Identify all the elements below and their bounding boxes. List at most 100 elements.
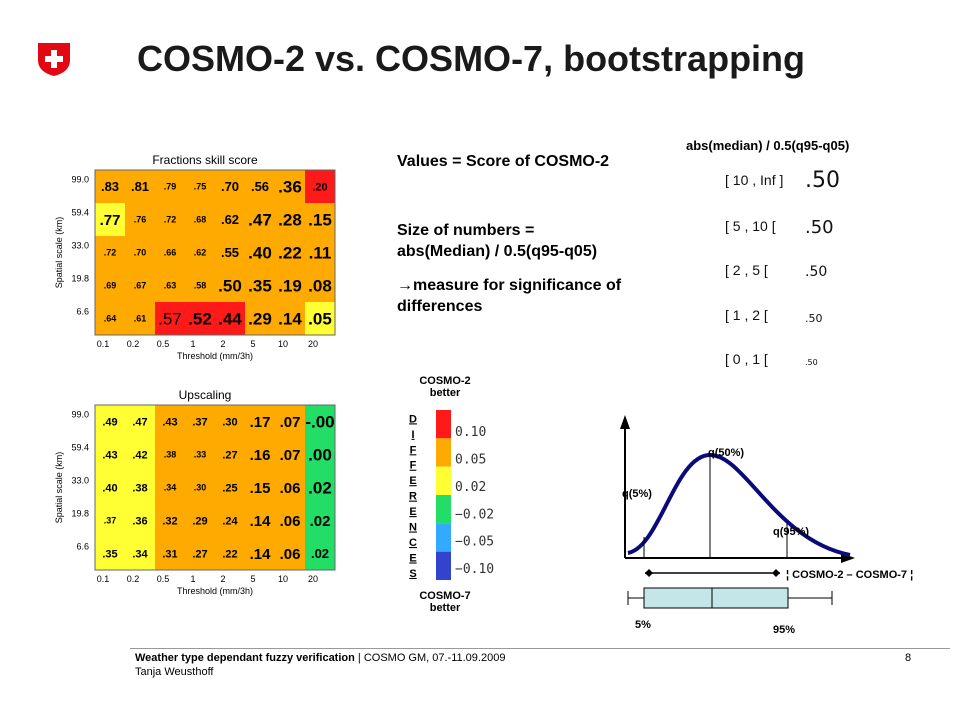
- heatmap-cell: [275, 405, 305, 438]
- heatmap-cell: [155, 405, 185, 438]
- range-1-2: [ 1 , 2 [: [725, 307, 768, 323]
- colorbar-bottom-label: COSMO-7 better: [400, 590, 490, 614]
- cell-value: .14: [250, 513, 272, 530]
- x-tick-label: 0.1: [97, 574, 110, 584]
- cell-value: .20: [312, 181, 327, 193]
- cell-value: .62: [194, 248, 207, 258]
- size-description: Size of numbers = abs(Median) / 0.5(q95-…: [397, 220, 657, 262]
- cell-value: .19: [278, 276, 302, 295]
- heatmap-cell: [185, 471, 215, 504]
- y-axis-label: Spatial scale (km): [54, 452, 64, 524]
- vertical-letter: F: [410, 444, 417, 456]
- vertical-letter: D: [409, 413, 417, 425]
- y-tick-label: 59.4: [71, 443, 89, 453]
- scale-legend-title: abs(median) / 0.5(q95-q05): [686, 138, 850, 153]
- cell-value: .37: [104, 516, 117, 526]
- chart-title: Upscaling: [179, 388, 232, 402]
- size-line-1: Size of numbers =: [397, 222, 535, 239]
- x-tick-label: 10: [278, 339, 288, 349]
- heatmap-cell: [245, 438, 275, 471]
- vertical-letter: E: [409, 552, 416, 564]
- heatmap-cell: [125, 504, 155, 537]
- vertical-letter: C: [409, 537, 417, 549]
- cell-value: .24: [222, 515, 238, 527]
- vertical-letter: I: [411, 429, 414, 441]
- heatmap-cell: [275, 537, 305, 570]
- cell-value: .63: [164, 281, 177, 291]
- fss-heatmap-chart: Fractions skill score .83 .81 .79 .75 .70 .56.…: [54, 153, 336, 361]
- heatmap-cell: [215, 269, 245, 302]
- cell-value: .07: [280, 447, 301, 464]
- heatmap-cell: [305, 269, 335, 302]
- heatmap-cell: [95, 236, 125, 269]
- q50-label: q(50%): [708, 447, 744, 459]
- cell-value: .08: [308, 276, 332, 295]
- cell-value: .29: [192, 515, 207, 527]
- x-tick-label: 1: [190, 339, 195, 349]
- x-axis-label: Threshold (mm/3h): [177, 586, 253, 596]
- heatmap-cell: [95, 203, 125, 236]
- heatmap-cell: [185, 170, 215, 203]
- heatmap-cell: [215, 236, 245, 269]
- heatmap-cell: [305, 236, 335, 269]
- colorbar-tick-label: 0.02: [455, 480, 486, 495]
- heatmap-cell: [185, 203, 215, 236]
- cell-value: .50: [218, 276, 242, 295]
- colorbar-tick-label: −0.10: [455, 562, 494, 577]
- box-low-label: 5%: [635, 619, 651, 631]
- cell-value: .14: [250, 546, 272, 563]
- vertical-letter: E: [409, 506, 416, 518]
- heatmap-cell: [95, 170, 125, 203]
- y-tick-label: 99.0: [71, 410, 89, 420]
- x-tick-label: 0.2: [127, 574, 140, 584]
- colorbar-segment: [436, 466, 451, 495]
- colorbar-segment: [436, 410, 451, 439]
- colorbar-tick-label: 0.05: [455, 452, 486, 467]
- cell-value: .28: [278, 210, 302, 229]
- cell-value: .56: [251, 179, 269, 194]
- heatmap-cell: [245, 302, 275, 335]
- colorbar-top-label-2: better: [429, 387, 461, 399]
- x-tick-label: 10: [278, 574, 288, 584]
- y-tick-label: 19.8: [71, 274, 89, 284]
- heatmap-cell: [305, 405, 335, 438]
- cell-value: .00: [308, 445, 332, 464]
- x-tick-label: 5: [250, 574, 255, 584]
- cell-value: .57: [158, 309, 182, 328]
- cell-value: .79: [164, 182, 177, 192]
- heatmap-cell: [215, 438, 245, 471]
- cell-value: .43: [162, 416, 177, 428]
- y-tick-label: 6.6: [76, 542, 89, 552]
- vertical-letter: R: [409, 491, 417, 503]
- cell-value: .67: [134, 281, 147, 291]
- x-tick-label: 2: [220, 339, 225, 349]
- cell-value: .38: [132, 482, 147, 494]
- heatmap-cell: [275, 302, 305, 335]
- heatmap-cell: [275, 471, 305, 504]
- cell-value: .30: [222, 416, 237, 428]
- q5-label: q(5%): [622, 488, 652, 500]
- cell-value: .77: [100, 212, 121, 229]
- heatmap-cell: [245, 269, 275, 302]
- heatmap-cell: [215, 471, 245, 504]
- heatmap-cell: [245, 504, 275, 537]
- heatmap-cell: [305, 203, 335, 236]
- cell-value: .02: [310, 513, 331, 530]
- colorbar-top-label: COSMO-2 better: [400, 375, 490, 399]
- colorbar-segment: [436, 523, 451, 552]
- cell-value: .06: [280, 546, 301, 563]
- heatmap-cell: [125, 236, 155, 269]
- heatmap-cell: [155, 504, 185, 537]
- heatmap-cell: [185, 236, 215, 269]
- y-tick-label: 59.4: [71, 208, 89, 218]
- sample-size-1: .50: [805, 358, 818, 367]
- q95-label: q(95%): [773, 526, 809, 538]
- heatmap-cell: [95, 471, 125, 504]
- y-tick-label: 33.0: [71, 241, 89, 251]
- cell-value: .40: [102, 482, 117, 494]
- x-tick-label: 0.2: [127, 339, 140, 349]
- heatmap-cell: [245, 537, 275, 570]
- cell-value: .06: [280, 480, 301, 497]
- cell-value: .11: [309, 243, 332, 262]
- distribution-curve: [627, 452, 851, 557]
